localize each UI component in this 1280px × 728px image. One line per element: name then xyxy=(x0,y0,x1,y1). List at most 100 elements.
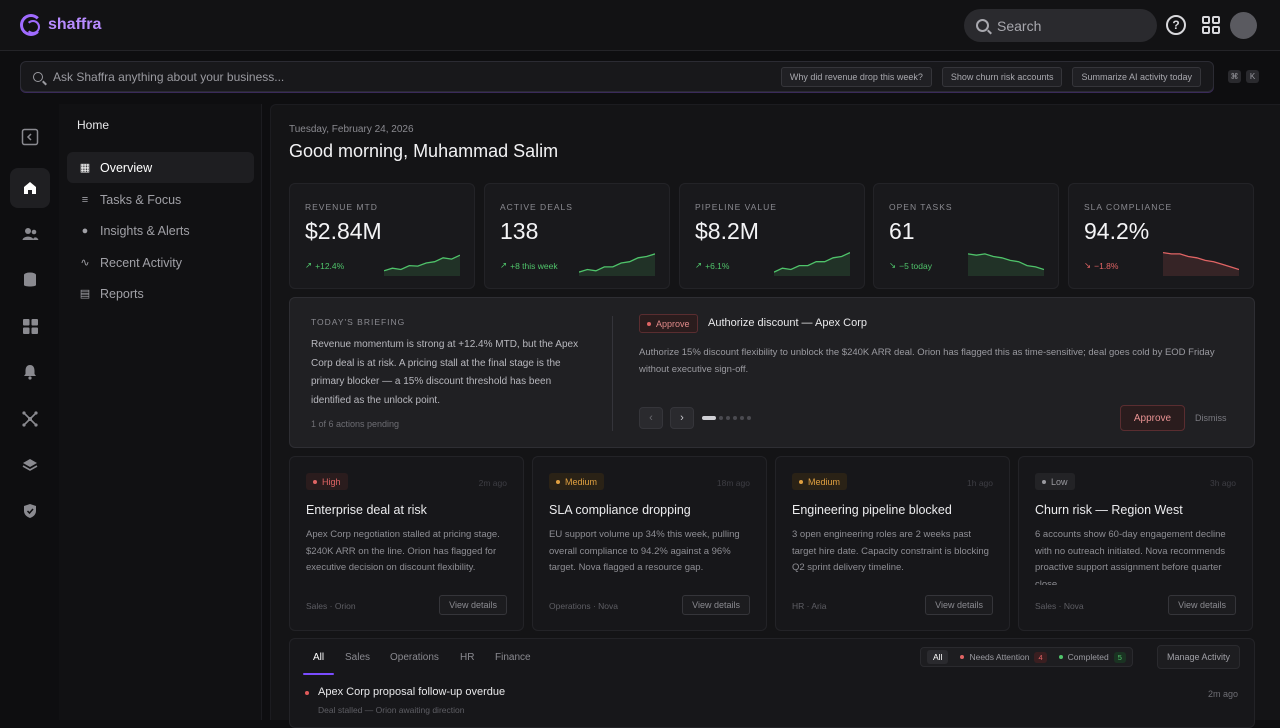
global-search-input[interactable]: Search xyxy=(964,9,1157,42)
brand-name: shaffra xyxy=(48,16,102,33)
brand-logo[interactable]: shaffra xyxy=(20,14,101,36)
alert-body: Apex Corp negotiation stalled at pricing… xyxy=(306,529,500,573)
apps-grid-icon[interactable] xyxy=(1202,16,1220,34)
bell-icon[interactable] xyxy=(10,352,50,392)
sparkline-path xyxy=(384,254,460,272)
divider xyxy=(612,316,613,431)
tab-operations[interactable]: Operations xyxy=(390,652,439,663)
status-dot xyxy=(960,655,965,659)
kpi-value: $2.84M xyxy=(305,218,382,244)
manage-activity-button[interactable]: Manage Activity xyxy=(1157,645,1241,669)
help-icon[interactable]: ? xyxy=(1166,15,1186,35)
activity-row-title[interactable]: Apex Corp proposal follow-up overdue xyxy=(318,686,506,698)
ask-input[interactable]: Ask Shaffra anything about your business… xyxy=(53,69,285,84)
view-details-button[interactable]: View details xyxy=(1168,595,1236,615)
page-title: Good morning, Muhammad Salim xyxy=(289,141,559,161)
view-details-button[interactable]: View details xyxy=(682,595,750,615)
todays-briefing: TODAY'S BRIEFING Revenue momentum is str… xyxy=(289,297,1255,448)
suggestion-chip[interactable]: Why did revenue drop this week? xyxy=(780,66,932,87)
nav-section-title: Home xyxy=(77,118,110,132)
tab-hr[interactable]: HR xyxy=(460,652,475,663)
layers-icon[interactable] xyxy=(10,445,50,485)
database-icon[interactable] xyxy=(10,260,50,300)
filter-completed[interactable]: Completed 5 xyxy=(1058,651,1126,663)
approve-tag: Approve xyxy=(639,314,698,333)
nav-item-activity[interactable]: ∿ Recent Activity xyxy=(67,247,254,278)
alert-card[interactable]: Low 3h ago Churn risk — Region West 6 ac… xyxy=(1018,456,1253,631)
kpi-delta: ↗ +12.4% xyxy=(305,260,345,271)
nav-item-overview[interactable]: ▦ Overview xyxy=(67,152,254,183)
home-icon[interactable] xyxy=(10,168,50,208)
kpi-delta: ↗ +8 this week xyxy=(500,260,558,271)
action-title: Authorize discount — Apex Corp xyxy=(708,317,867,329)
kpi-card-tasks[interactable]: OPEN TASKS 61 ↘ −5 today xyxy=(873,183,1059,289)
dismiss-button[interactable]: Dismiss xyxy=(1195,413,1227,423)
kpi-label: ACTIVE DEALS xyxy=(500,202,573,212)
nav-item-label: Insights & Alerts xyxy=(100,223,190,238)
kpi-value: $8.2M xyxy=(695,218,759,244)
alert-card[interactable]: High 2m ago Enterprise deal at risk Apex… xyxy=(289,456,524,631)
filter-all[interactable]: All xyxy=(927,650,949,664)
grid-icon[interactable] xyxy=(10,306,50,346)
users-icon[interactable] xyxy=(10,214,50,254)
alert-time: 3h ago xyxy=(1210,478,1236,488)
severity-dot xyxy=(313,479,317,484)
severity-badge: High xyxy=(306,473,348,490)
tab-finance[interactable]: Finance xyxy=(495,652,531,663)
activity-row-subtitle: Deal stalled — Orion awaiting direction xyxy=(318,705,465,715)
overview-icon: ▦ xyxy=(79,162,91,174)
alert-title: SLA compliance dropping xyxy=(549,503,691,517)
kpi-card-sla[interactable]: SLA COMPLIANCE 94.2% ↘ −1.8% xyxy=(1068,183,1254,289)
kpi-card-pipeline[interactable]: PIPELINE VALUE $8.2M ↗ +6.1% xyxy=(679,183,865,289)
tab-sales[interactable]: Sales xyxy=(345,652,371,663)
ask-search-icon xyxy=(33,71,43,82)
trend-arrow-icon: ↘ xyxy=(889,260,897,270)
alert-title: Engineering pipeline blocked xyxy=(792,503,952,517)
nav-item-tasks[interactable]: ≡ Tasks & Focus xyxy=(67,184,254,215)
activity-filters: All Needs Attention 4 Completed 5 xyxy=(920,647,1133,667)
nav-item-label: Overview xyxy=(100,160,153,175)
alert-title: Enterprise deal at risk xyxy=(306,503,427,517)
kpi-delta: ↗ +6.1% xyxy=(695,260,730,271)
shield-icon[interactable] xyxy=(10,491,50,531)
search-icon xyxy=(976,19,989,32)
approve-button[interactable]: Approve xyxy=(1120,405,1185,431)
alert-time: 2m ago xyxy=(478,478,507,488)
ask-ai-bar[interactable]: Ask Shaffra anything about your business… xyxy=(20,61,1214,92)
briefing-text: Revenue momentum is strong at +12.4% MTD… xyxy=(311,339,579,406)
view-details-button[interactable]: View details xyxy=(925,595,993,615)
kpi-card-revenue[interactable]: REVENUE MTD $2.84M ↗ +12.4% xyxy=(289,183,475,289)
sparkline-path xyxy=(1163,251,1239,271)
previous-action-button[interactable]: ‹ xyxy=(639,407,663,429)
network-icon[interactable] xyxy=(10,399,50,439)
trend-arrow-icon: ↘ xyxy=(1084,260,1092,270)
nav-item-insights[interactable]: ● Insights & Alerts xyxy=(67,215,254,246)
view-details-button[interactable]: View details xyxy=(439,595,507,615)
trend-arrow-icon: ↗ xyxy=(500,260,508,270)
shortcut-key-k: K xyxy=(1246,70,1259,83)
filter-needs-attention[interactable]: Needs Attention 4 xyxy=(960,651,1047,663)
trend-arrow-icon: ↗ xyxy=(695,260,703,270)
reports-icon: ▤ xyxy=(79,288,91,300)
alert-card[interactable]: Medium 18m ago SLA compliance dropping E… xyxy=(532,456,767,631)
severity-dot xyxy=(799,479,803,484)
suggestion-chip[interactable]: Summarize AI activity today xyxy=(1072,66,1201,87)
severity-badge: Low xyxy=(1035,473,1075,490)
kpi-label: OPEN TASKS xyxy=(889,202,953,212)
tab-all[interactable]: All xyxy=(313,652,325,663)
alert-body: 6 accounts show 60-day engagement declin… xyxy=(1035,529,1226,585)
suggestion-chip[interactable]: Show churn risk accounts xyxy=(941,66,1063,87)
nav-item-label: Tasks & Focus xyxy=(100,192,182,207)
sparkline xyxy=(774,252,850,276)
avatar[interactable] xyxy=(1230,12,1257,39)
sidebar-collapse-icon[interactable] xyxy=(10,117,50,157)
next-action-button[interactable]: › xyxy=(670,407,694,429)
alert-body: 3 open engineering roles are 2 weeks pas… xyxy=(792,529,989,573)
kpi-value: 138 xyxy=(500,218,539,244)
kpi-card-deals[interactable]: ACTIVE DEALS 138 ↗ +8 this week xyxy=(484,183,670,289)
sparkline xyxy=(384,254,460,276)
nav-item-reports[interactable]: ▤ Reports xyxy=(67,278,254,309)
sparkline-area xyxy=(1163,252,1239,276)
alert-card[interactable]: Medium 1h ago Engineering pipeline block… xyxy=(775,456,1010,631)
severity-badge: Medium xyxy=(549,473,605,490)
